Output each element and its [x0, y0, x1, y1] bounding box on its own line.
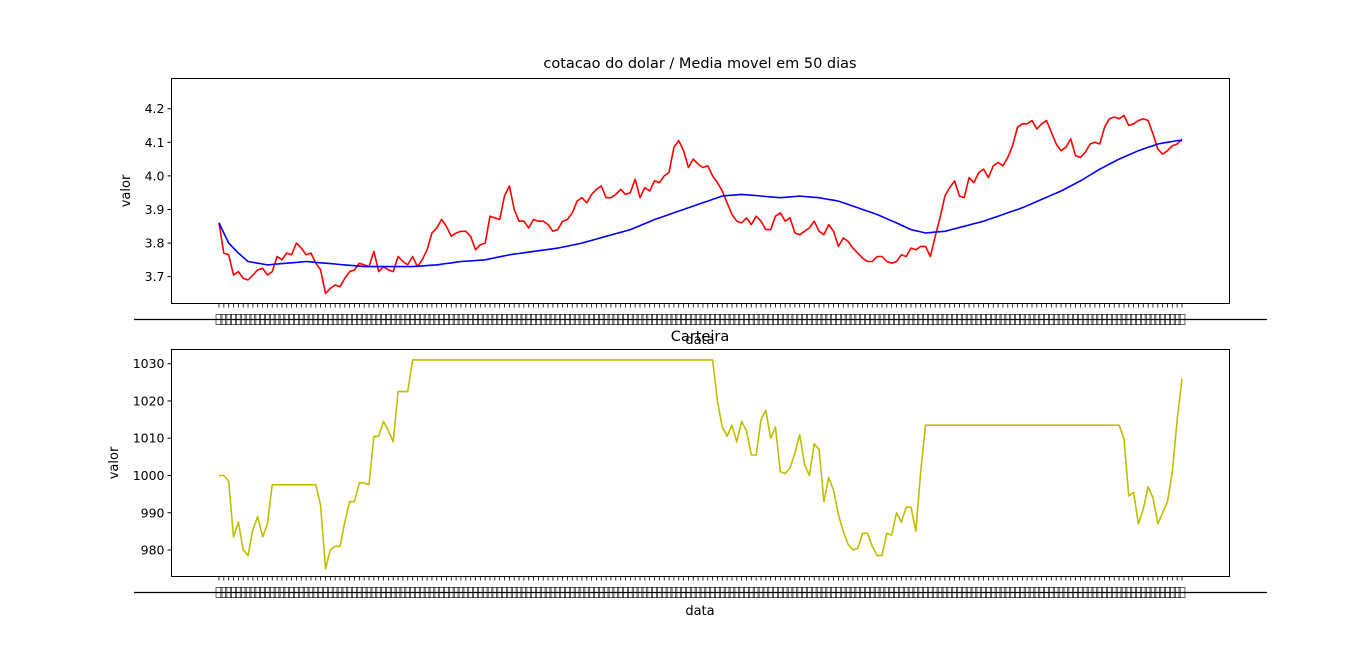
chart-title: cotacao do dolar / Media movel em 50 dia… [543, 56, 856, 72]
y-tick-label: 990 [141, 505, 165, 520]
y-tick-label: 4.2 [145, 101, 165, 116]
x-tick-label-band [134, 314, 1267, 325]
x-axis-label: data [685, 604, 714, 619]
y-tick-label: 1020 [133, 393, 165, 408]
series-line-1 [218, 139, 1182, 268]
y-axis-ticks: 980 990 1000 1010 1020 1030 [133, 356, 172, 558]
y-axis-label: valor [107, 446, 122, 479]
series-line-0 [218, 114, 1183, 295]
x-tick-label-band [134, 587, 1267, 598]
y-tick-label: 1000 [133, 468, 165, 483]
y-axis-label: valor [119, 174, 134, 207]
x-axis-label: data [685, 333, 714, 348]
axes-frame [171, 78, 1230, 304]
chart-portfolio: Carteira 980 990 1000 1010 1020 1030 valor da… [107, 329, 1267, 619]
chart-dollar-quote: cotacao do dolar / Media movel em 50 dia… [119, 56, 1267, 348]
x-axis-ticks [134, 303, 1267, 325]
y-tick-label: 4.0 [145, 168, 165, 183]
axes-frame [171, 349, 1230, 577]
y-tick-label: 980 [141, 543, 165, 558]
y-tick-label: 3.7 [145, 269, 165, 284]
y-tick-label: 4.1 [145, 135, 165, 150]
chart-title: Carteira [671, 329, 729, 345]
y-tick-label: 3.9 [145, 202, 165, 217]
y-tick-label: 1030 [133, 356, 165, 371]
series-line-0 [219, 359, 1183, 570]
plot-area [219, 359, 1183, 570]
y-axis-ticks: 3.7 3.8 3.9 4.0 4.1 4.2 [145, 101, 172, 284]
y-tick-label: 1010 [133, 431, 165, 446]
x-axis-ticks [134, 576, 1267, 598]
y-tick-label: 3.8 [145, 236, 165, 251]
plot-area [218, 114, 1183, 295]
